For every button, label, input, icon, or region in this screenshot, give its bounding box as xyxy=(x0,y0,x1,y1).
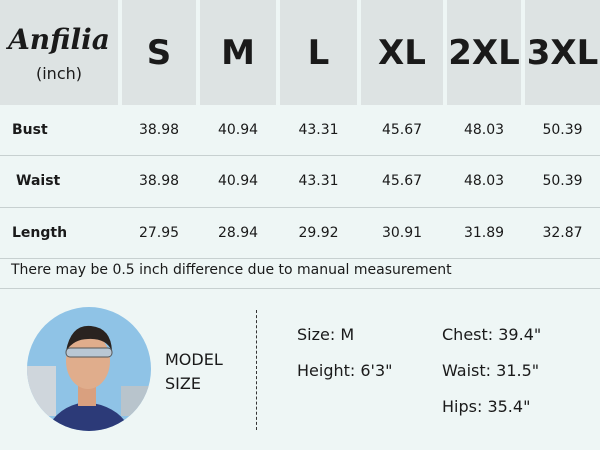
model-stat: Height: 6'3" xyxy=(297,361,393,380)
value-cell: 30.91 xyxy=(381,225,423,241)
model-stat: Size: M xyxy=(297,325,355,344)
value-cell: 27.95 xyxy=(138,225,180,241)
dashed-divider xyxy=(256,310,257,430)
size-header: M xyxy=(200,0,276,105)
row-label: Waist xyxy=(16,173,61,189)
value-cell: 40.94 xyxy=(217,173,259,189)
size-header: 2XL xyxy=(447,0,521,105)
row-label: Length xyxy=(12,225,68,241)
value-cell: 45.67 xyxy=(381,173,423,189)
note: There may be 0.5 inch difference due to … xyxy=(11,262,452,278)
model-stat: Chest: 39.4" xyxy=(442,325,542,344)
size-header: L xyxy=(280,0,357,105)
row-label: Bust xyxy=(12,122,48,138)
divider xyxy=(0,288,600,289)
value-cell: 43.31 xyxy=(298,122,339,138)
model-stat: Hips: 35.4" xyxy=(442,397,531,416)
value-cell: 32.87 xyxy=(542,225,583,241)
value-cell: 50.39 xyxy=(542,173,583,189)
unit: (inch) xyxy=(35,63,82,83)
value-cell: 48.03 xyxy=(463,173,505,189)
size-header: S xyxy=(122,0,196,105)
value-cell: 50.39 xyxy=(542,122,583,138)
brand-cell: Anfilia (inch) xyxy=(0,0,118,105)
value-cell: 45.67 xyxy=(381,122,423,138)
value-cell: 38.98 xyxy=(138,173,180,189)
value-cell: 28.94 xyxy=(217,225,259,241)
model-label-line: SIZE xyxy=(165,374,201,393)
divider xyxy=(0,258,600,259)
value-cell: 48.03 xyxy=(463,122,505,138)
size-header: XL xyxy=(361,0,443,105)
value-cell: 38.98 xyxy=(138,122,180,138)
divider xyxy=(0,155,600,156)
value-cell: 43.31 xyxy=(298,173,339,189)
size-header: 3XL xyxy=(525,0,600,105)
model-label-line: MODEL xyxy=(165,350,223,369)
model-stat: Waist: 31.5" xyxy=(442,361,540,380)
value-cell: 29.92 xyxy=(298,225,339,241)
divider xyxy=(0,207,600,208)
value-cell: 31.89 xyxy=(463,225,505,241)
model-photo xyxy=(27,307,151,431)
value-cell: 40.94 xyxy=(217,122,259,138)
model-label: MODEL SIZE xyxy=(165,348,223,396)
brand: Anfilia xyxy=(8,22,110,56)
